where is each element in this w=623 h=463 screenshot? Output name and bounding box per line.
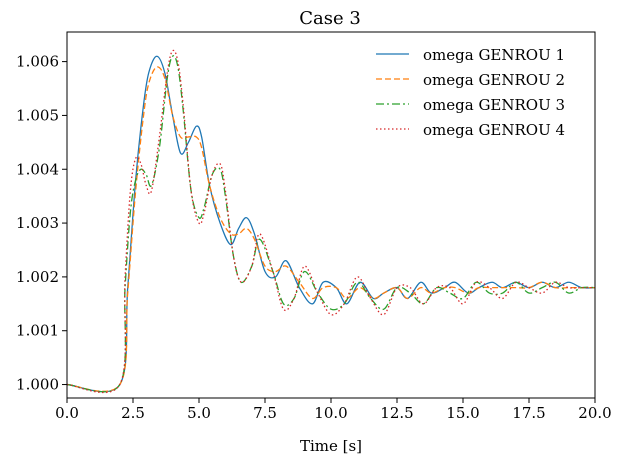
legend-label: omega GENROU 4 [423,121,565,139]
series-line-genrou-3 [66,55,596,393]
legend-label: omega GENROU 1 [423,46,565,64]
y-tick-label: 1.003 [16,214,59,232]
legend-label: omega GENROU 3 [423,96,565,114]
x-axis-label: Time [s] [300,437,362,455]
y-tick-label: 1.006 [16,53,59,71]
legend-label: omega GENROU 2 [423,71,565,89]
x-axis: 0.0 2.5 5.0 7.5 10.0 12.5 15.0 17.5 20.0 [55,398,612,422]
x-tick-label: 7.5 [253,404,277,422]
x-tick-label: 2.5 [121,404,145,422]
x-tick-label: 20.0 [578,404,611,422]
x-tick-label: 12.5 [380,404,413,422]
y-tick-label: 1.000 [16,376,59,394]
y-tick-label: 1.005 [16,106,59,124]
y-tick-label: 1.002 [16,268,59,286]
series-line-genrou-2 [66,66,595,392]
x-tick-label: 10.0 [314,404,347,422]
x-tick-label: 15.0 [446,404,479,422]
x-tick-label: 5.0 [187,404,211,422]
series-layer [66,49,596,394]
series-line-genrou-1 [66,55,596,393]
chart-title: Case 3 [299,8,361,29]
y-tick-label: 1.001 [16,322,59,340]
x-tick-label: 17.5 [512,404,545,422]
y-tick-label: 1.004 [16,160,59,178]
legend: omega GENROU 1 omega GENROU 2 omega GENROU… [376,46,565,139]
series-line-genrou-4 [66,49,595,394]
x-tick-label: 0.0 [55,404,79,422]
y-axis: 1.000 1.001 1.002 1.003 1.004 1.005 1.006 [16,53,67,394]
